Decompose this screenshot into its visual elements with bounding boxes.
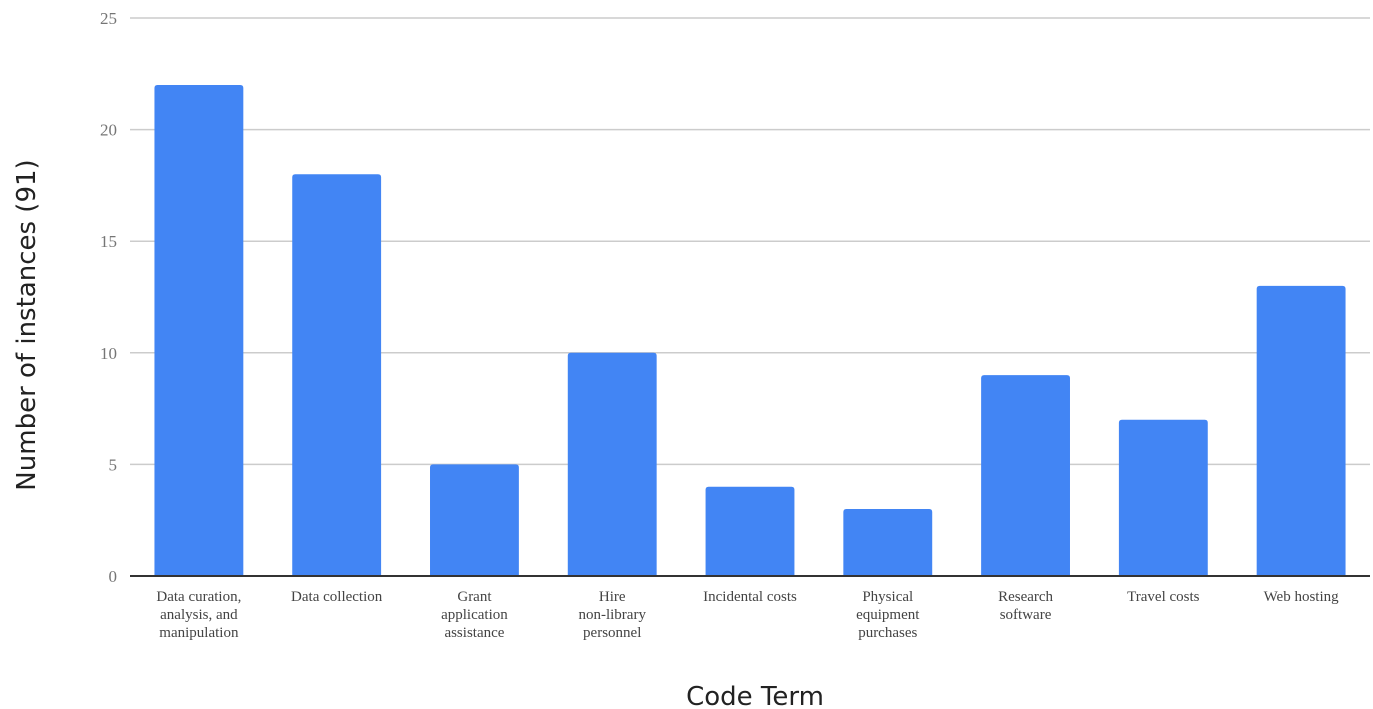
x-category-label-line: application	[441, 607, 508, 623]
y-tick-label: 0	[109, 567, 118, 586]
bars	[154, 84, 1346, 577]
bar	[1256, 285, 1346, 576]
bar	[154, 84, 244, 577]
y-tick-label: 10	[100, 344, 117, 363]
x-category-label: Physical equipment purchases	[856, 589, 920, 641]
bar	[567, 352, 657, 576]
x-category-label-line: Physical	[862, 589, 913, 605]
y-tick-label: 25	[100, 9, 117, 28]
x-axis-title: Code Term	[686, 682, 824, 709]
x-category-label-line: Travel costs	[1127, 589, 1200, 605]
x-category-label-line: Web hosting	[1264, 589, 1340, 605]
x-category-label-line: Grant	[457, 589, 492, 605]
x-category-label-line: purchases	[858, 625, 917, 641]
x-category-label-line: Incidental costs	[703, 589, 797, 605]
x-category-label: Research software	[998, 589, 1053, 623]
y-tick-label: 15	[100, 232, 117, 251]
x-category-label: Incidental costs	[703, 589, 797, 605]
x-category-label-line: software	[1000, 607, 1052, 623]
x-category-label-line: analysis, and	[160, 607, 238, 623]
x-category-label-line: manipulation	[159, 625, 239, 641]
bar	[1118, 419, 1208, 576]
bar	[292, 174, 382, 577]
x-category-label-line: personnel	[583, 625, 641, 641]
x-category-label: Data curation, analysis, and manipulation	[156, 589, 241, 641]
y-tick-label: 20	[100, 121, 117, 140]
y-axis-ticks: 0 5 10 15 20 25	[100, 9, 117, 586]
x-category-label: Grant application assistance	[441, 589, 508, 641]
bar	[430, 464, 519, 576]
x-category-label-line: Data collection	[291, 589, 383, 605]
bar	[705, 486, 795, 576]
x-category-label: Web hosting	[1264, 589, 1340, 605]
x-category-label-line: Data curation,	[156, 589, 241, 605]
y-axis-title: Number of instances (91)	[12, 159, 42, 490]
x-category-label-line: Research	[998, 589, 1053, 605]
x-category-label: Travel costs	[1127, 589, 1200, 605]
y-tick-label: 5	[109, 455, 118, 474]
x-category-label-line: equipment	[856, 607, 920, 623]
x-axis-categories: Data curation, analysis, and manipulationD…	[156, 589, 1339, 641]
bar	[843, 509, 933, 576]
x-category-label: Data collection	[291, 589, 383, 605]
bar	[981, 375, 1070, 576]
x-category-label-line: Hire	[599, 589, 626, 605]
x-category-label: Hire non-library personnel	[578, 589, 646, 641]
x-category-label-line: non-library	[578, 607, 646, 623]
x-category-label-line: assistance	[444, 625, 504, 641]
